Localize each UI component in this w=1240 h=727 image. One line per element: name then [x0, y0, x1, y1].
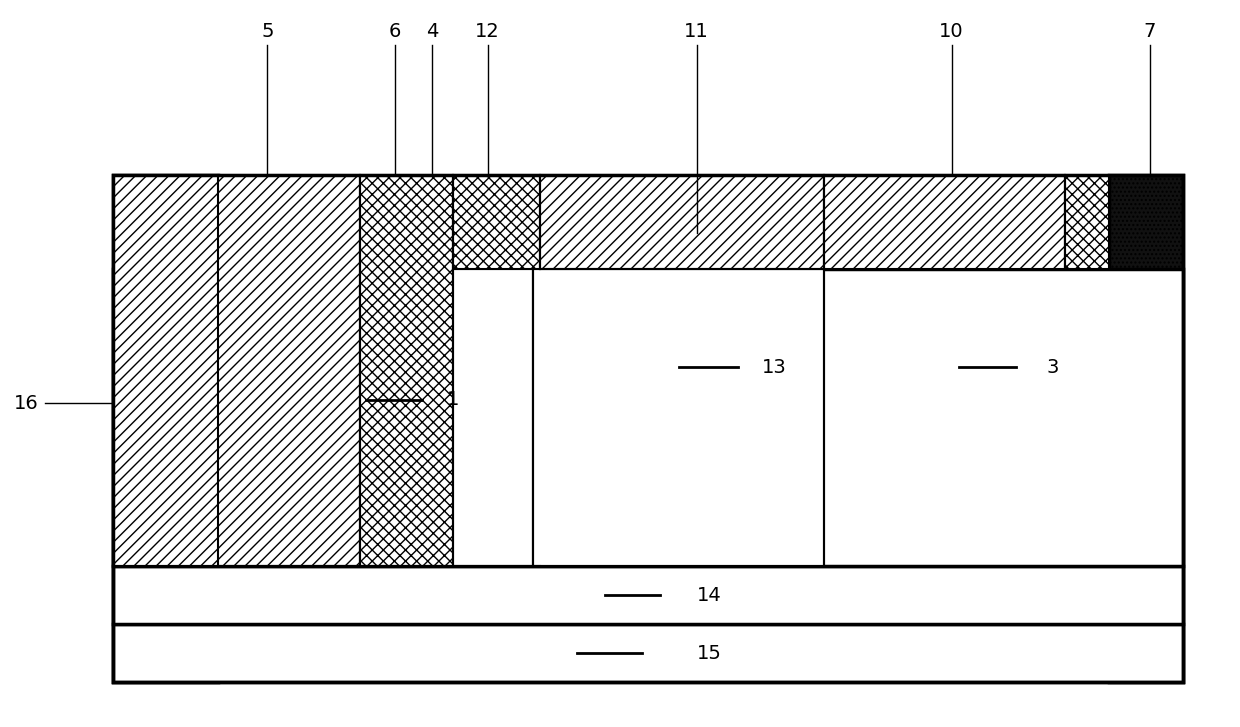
Bar — [453, 222, 539, 269]
Text: 16: 16 — [14, 394, 38, 413]
Bar — [1065, 175, 1109, 269]
Bar — [113, 624, 1183, 682]
Text: 12: 12 — [475, 23, 500, 41]
Bar — [113, 175, 360, 566]
Text: 7: 7 — [1143, 23, 1156, 41]
Text: 3: 3 — [1047, 358, 1059, 377]
Bar — [533, 269, 825, 566]
Text: 10: 10 — [939, 23, 963, 41]
Bar — [1109, 175, 1183, 682]
Text: 1: 1 — [446, 390, 459, 409]
Bar — [113, 566, 1183, 624]
Text: 14: 14 — [697, 586, 722, 605]
Text: 5: 5 — [262, 23, 274, 41]
Bar — [113, 175, 1183, 682]
Text: 6: 6 — [388, 23, 401, 41]
Bar — [113, 175, 218, 682]
Text: 13: 13 — [763, 358, 787, 377]
Bar — [113, 269, 1183, 566]
Text: 4: 4 — [425, 23, 438, 41]
Bar — [539, 175, 825, 269]
Text: 15: 15 — [697, 643, 722, 663]
Text: 11: 11 — [684, 23, 709, 41]
Bar — [218, 269, 533, 566]
Bar — [825, 175, 1065, 269]
Bar — [453, 175, 539, 269]
Bar — [360, 175, 453, 566]
